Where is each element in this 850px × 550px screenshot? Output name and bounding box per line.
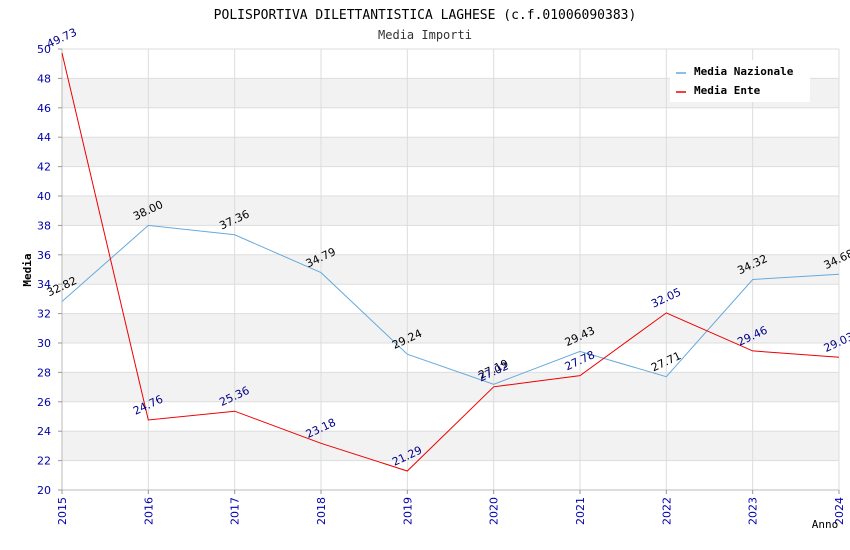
x-axis-ticks: 2015 2016 2017 2018 2019 2020 2021 2022 2023 2024 <box>56 490 846 525</box>
y-tick-label-32: 32 <box>37 308 51 321</box>
legend-box <box>670 60 810 102</box>
y-tick-label-48: 48 <box>37 72 51 85</box>
data-label-media-ente: 49.73 <box>45 26 79 51</box>
plot-band <box>62 254 839 285</box>
legend: Media Nazionale Media Ente <box>670 60 810 102</box>
x-tick-label-2023: 2023 <box>747 497 760 525</box>
y-tick-label-50: 50 <box>37 43 51 56</box>
x-tick-label-2018: 2018 <box>315 497 328 525</box>
y-tick-label-28: 28 <box>37 366 51 379</box>
axes <box>61 49 839 491</box>
x-tick-label-2019: 2019 <box>401 497 414 525</box>
plot-background-bands <box>62 78 839 461</box>
x-tick-label-2016: 2016 <box>142 497 155 525</box>
gridlines <box>61 48 840 491</box>
y-tick-label-30: 30 <box>37 337 51 350</box>
y-axis-label: Media <box>21 253 34 286</box>
y-tick-label-26: 26 <box>37 396 51 409</box>
y-tick-label-46: 46 <box>37 102 51 115</box>
chart-subtitle: Media Importi <box>378 28 472 42</box>
plot-band <box>62 431 839 461</box>
x-axis-label: Anno <box>812 518 839 531</box>
y-tick-label-22: 22 <box>37 455 51 468</box>
x-tick-label-2020: 2020 <box>488 497 501 525</box>
series-line-media-ente <box>61 52 840 472</box>
y-tick-label-44: 44 <box>37 131 51 144</box>
series-line-media-nazionale <box>61 224 840 385</box>
x-tick-label-2021: 2021 <box>574 497 587 525</box>
x-tick-label-2015: 2015 <box>56 497 69 525</box>
y-axis-ticks: 20 22 24 26 28 30 32 34 36 38 40 42 44 46 48 50 <box>37 43 62 497</box>
y-tick-label-20: 20 <box>37 484 51 497</box>
plot-band <box>62 372 839 402</box>
legend-label-media-nazionale: Media Nazionale <box>694 65 794 78</box>
y-tick-label-36: 36 <box>37 249 51 262</box>
chart-title: POLISPORTIVA DILETTANTISTICA LAGHESE (c.… <box>214 8 637 23</box>
x-tick-label-2024: 2024 <box>833 497 846 525</box>
y-tick-label-34: 34 <box>37 278 51 291</box>
legend-label-media-ente: Media Ente <box>694 84 761 97</box>
y-tick-label-38: 38 <box>37 219 51 232</box>
y-tick-label-42: 42 <box>37 161 51 174</box>
plot-band <box>62 313 839 343</box>
plot-band <box>62 196 839 226</box>
x-tick-label-2017: 2017 <box>229 497 242 525</box>
plot-band <box>62 137 839 167</box>
y-tick-label-24: 24 <box>37 425 51 438</box>
x-tick-label-2022: 2022 <box>660 497 673 525</box>
y-tick-label-40: 40 <box>37 190 51 203</box>
